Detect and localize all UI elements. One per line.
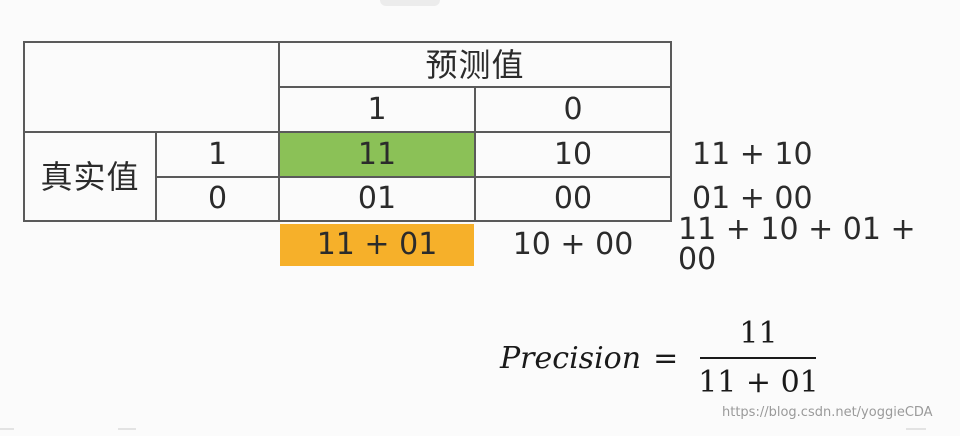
pred-label-0: 0 bbox=[563, 91, 583, 127]
actual-label-0: 0 bbox=[207, 181, 228, 216]
grid-line-top bbox=[23, 41, 672, 43]
cell-tp: 11 bbox=[357, 136, 397, 172]
cell-tn: 00 bbox=[553, 181, 593, 216]
grid-line-header-bottom bbox=[23, 131, 672, 133]
grid-line-pred-start bbox=[278, 41, 280, 222]
bottom-decoration-mid bbox=[118, 428, 136, 430]
formula-numerator: 11 bbox=[739, 316, 778, 351]
col-sum-0: 10 + 00 bbox=[512, 227, 634, 262]
total-sum: 11 + 10 + 01 + 00 bbox=[678, 212, 916, 277]
formula-fraction: 11 11 + 01 bbox=[692, 316, 825, 400]
cell-fn: 10 bbox=[553, 136, 593, 172]
cell-fp: 01 bbox=[357, 181, 397, 216]
grid-line-left bbox=[23, 41, 25, 222]
actual-header: 真实值 bbox=[40, 157, 140, 196]
col-sum-1: 11 + 01 bbox=[316, 227, 438, 262]
row-sum-0: 01 + 00 bbox=[692, 181, 813, 216]
watermark: https://blog.csdn.net/yoggieCDA bbox=[722, 405, 933, 420]
precision-sum-highlight bbox=[280, 224, 474, 266]
top-decoration bbox=[380, 0, 440, 6]
grid-line-pred-split bbox=[474, 86, 476, 222]
pred-label-1: 1 bbox=[367, 91, 387, 127]
precision-formula: Precision = 11 11 + 01 bbox=[500, 316, 825, 400]
row-sum-1: 11 + 10 bbox=[692, 136, 813, 172]
predicted-header: 预测值 bbox=[425, 45, 525, 84]
bottom-decoration-left bbox=[0, 428, 14, 430]
tp-highlight bbox=[280, 133, 476, 177]
formula-lhs: Precision bbox=[500, 340, 642, 376]
grid-line-actual-labels bbox=[155, 131, 157, 222]
formula-equals: = bbox=[653, 340, 679, 376]
actual-label-1: 1 bbox=[207, 136, 228, 172]
bottom-decoration-right bbox=[906, 428, 926, 430]
grid-line-right bbox=[670, 41, 672, 222]
fraction-bar bbox=[700, 357, 817, 359]
formula-denominator: 11 + 01 bbox=[698, 365, 819, 400]
grid-line-row-split bbox=[155, 176, 672, 178]
grid-line-bottom bbox=[23, 220, 672, 222]
